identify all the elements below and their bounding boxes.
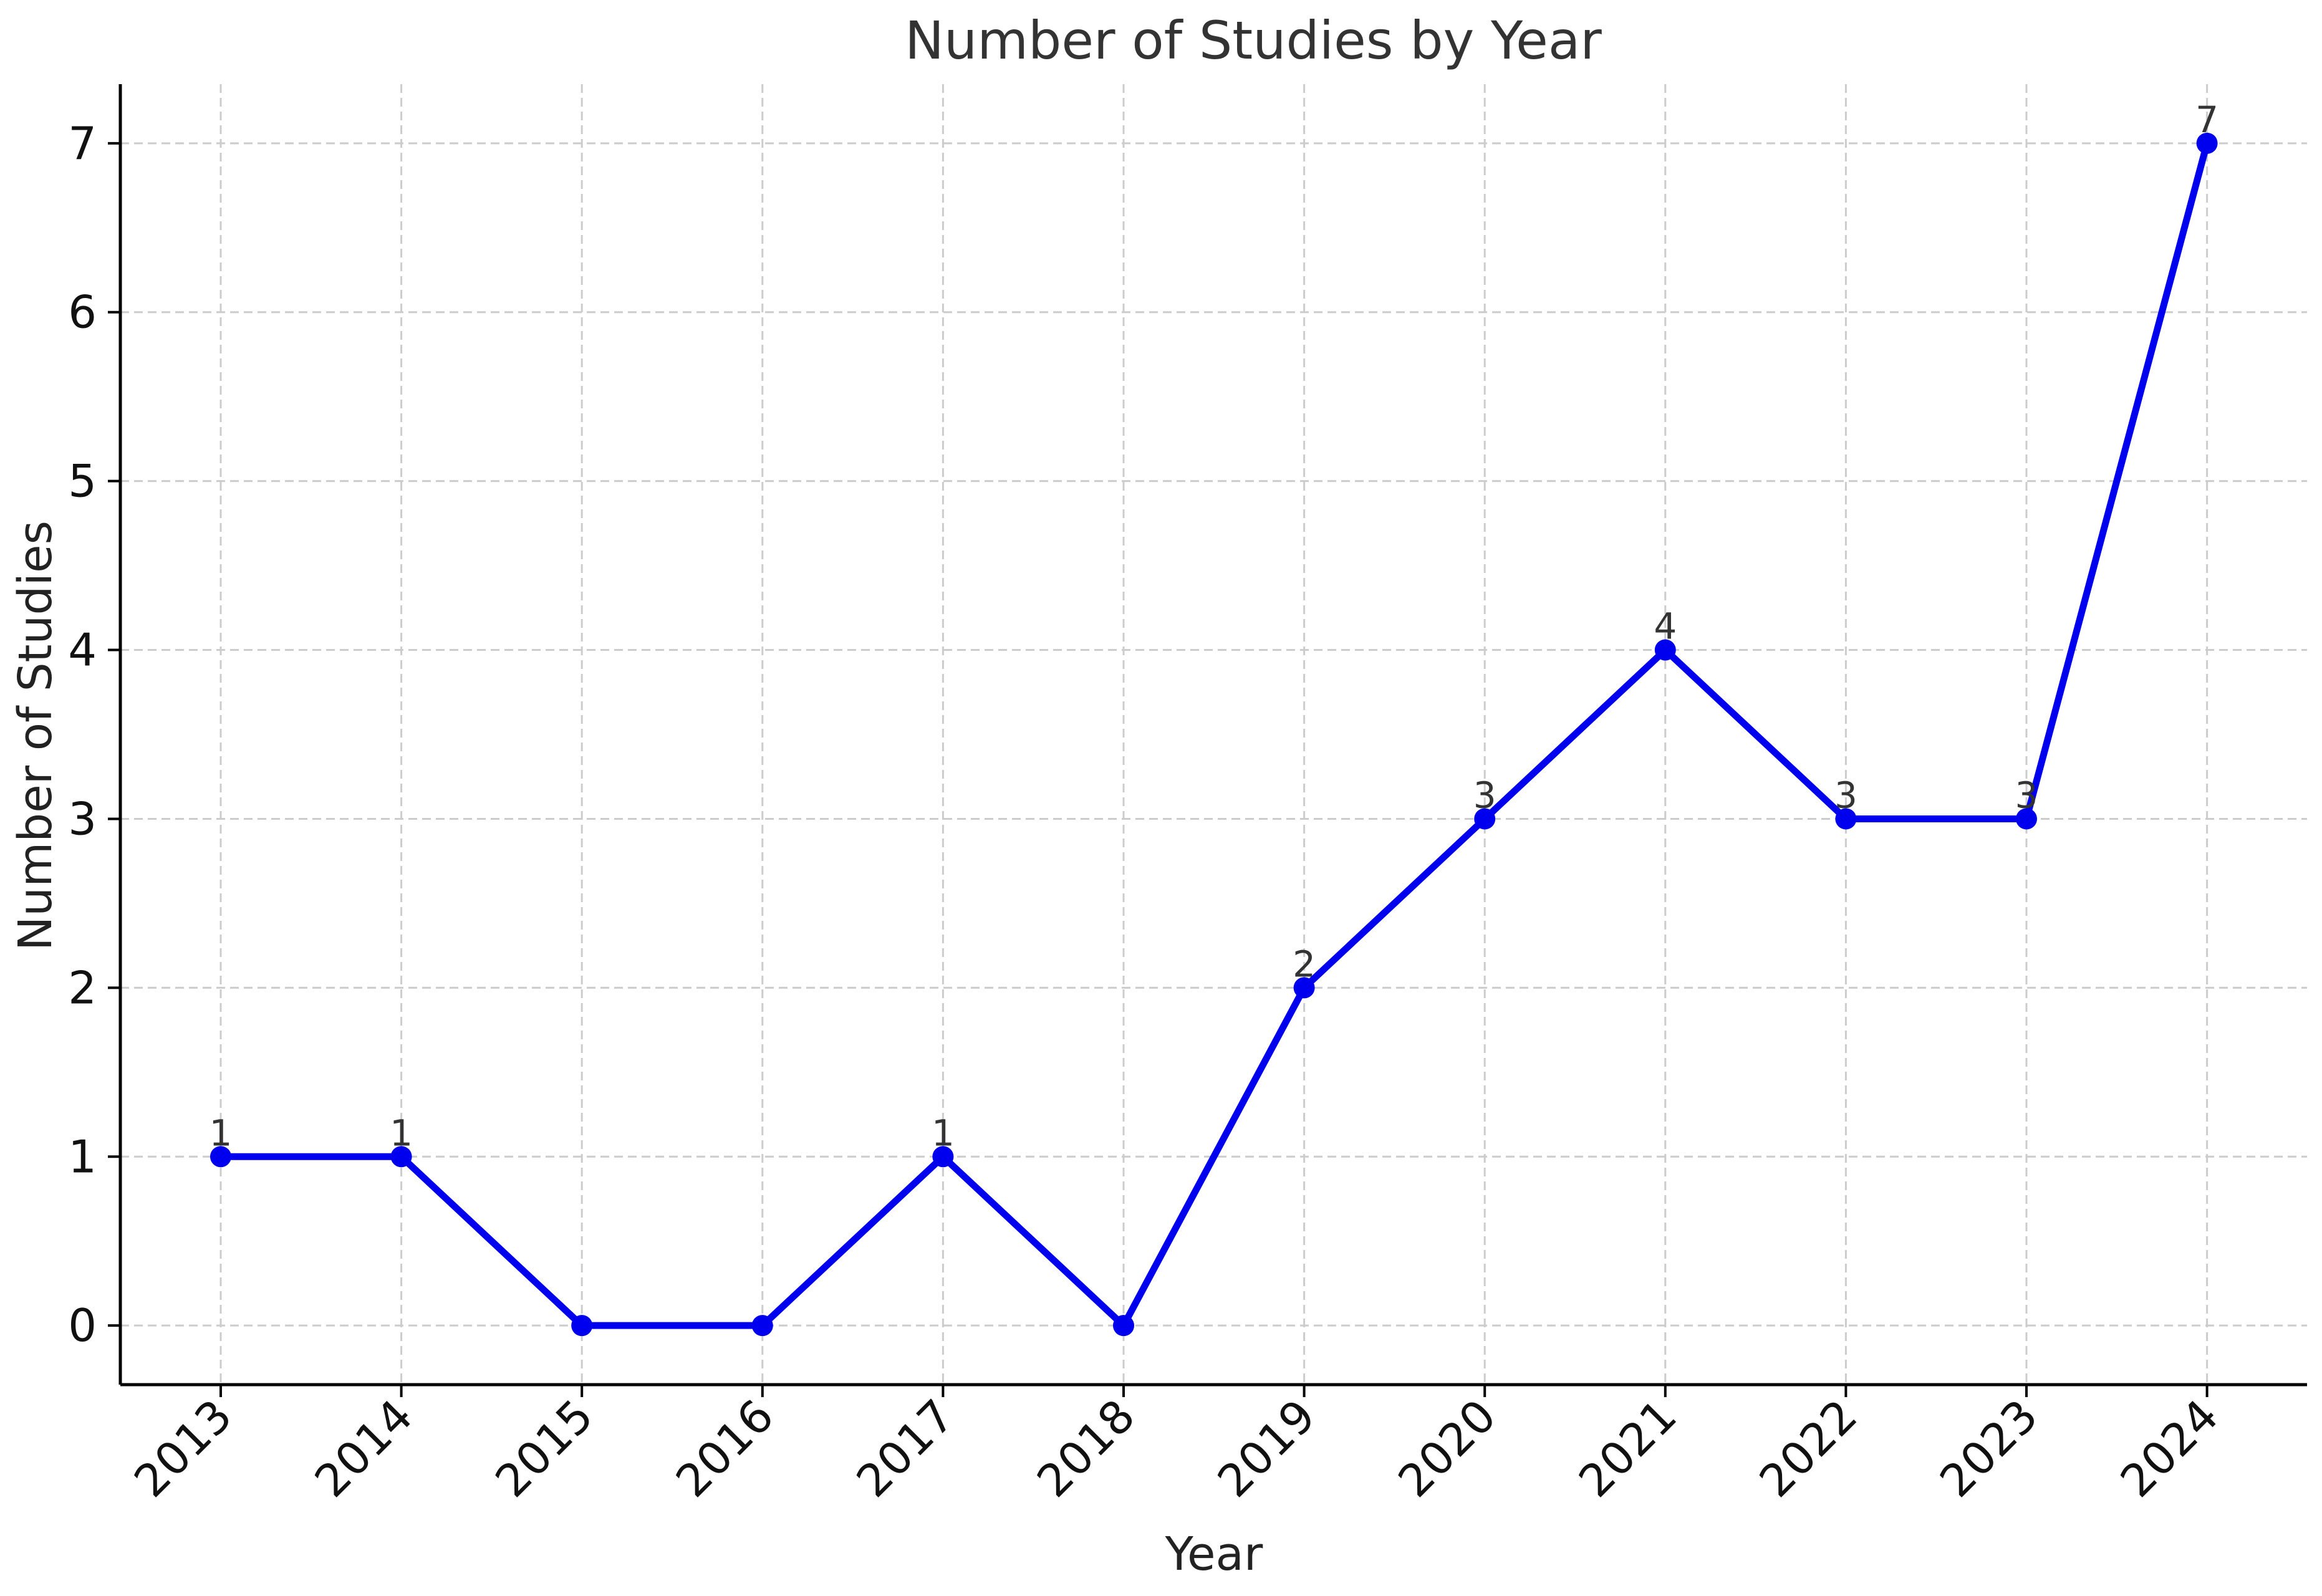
data-point	[571, 1315, 593, 1337]
y-tick-label: 6	[68, 286, 97, 339]
x-tick-label: 2016	[666, 1390, 784, 1507]
data-point	[210, 1146, 231, 1168]
y-tick-label: 2	[68, 961, 97, 1014]
data-point	[1474, 808, 1496, 830]
x-tick-label: 2021	[1569, 1390, 1687, 1507]
x-tick-label: 2023	[1930, 1390, 2048, 1507]
data-point	[2196, 132, 2218, 154]
data-label: 3	[1473, 774, 1496, 816]
data-label: 1	[390, 1112, 413, 1154]
data-label: 4	[1654, 605, 1677, 648]
y-tick-label: 5	[68, 455, 97, 507]
x-tick-label: 2014	[305, 1390, 423, 1507]
x-tick-label: 2024	[2111, 1390, 2228, 1507]
y-tick-label: 0	[68, 1299, 97, 1352]
axes-spines	[118, 84, 2307, 1387]
x-tick-label: 2015	[485, 1390, 603, 1507]
grid-lines	[120, 84, 2307, 1385]
data-point	[932, 1146, 954, 1168]
data-label: 1	[210, 1112, 233, 1154]
data-point	[1835, 808, 1857, 830]
series-group	[210, 132, 2218, 1337]
x-tick-label: 2018	[1027, 1390, 1145, 1507]
y-tick-label: 1	[68, 1130, 97, 1183]
data-point	[1293, 977, 1315, 999]
y-tick-label: 7	[68, 117, 97, 170]
data-label: 7	[2195, 99, 2218, 141]
x-tick-label: 2017	[846, 1390, 964, 1507]
data-labels: 1 1 1 2 3 4 3 3 7	[210, 99, 2219, 1154]
data-label: 3	[1834, 774, 1857, 816]
data-point	[751, 1315, 773, 1337]
x-axis-label: Year	[1165, 1527, 1263, 1581]
data-point	[390, 1146, 412, 1168]
data-point	[1654, 639, 1676, 661]
y-axis-ticks: 0 1 2 3 4 5 6 7	[68, 117, 120, 1352]
x-tick-label: 2022	[1749, 1390, 1867, 1507]
x-axis-ticks: 2013 2014 2015 2016 2017 2018 2019 2020 2021 2022…	[124, 1385, 2228, 1507]
data-point	[1113, 1315, 1134, 1337]
data-label: 1	[932, 1112, 955, 1154]
x-tick-label: 2019	[1208, 1390, 1326, 1507]
x-tick-label: 2013	[124, 1390, 242, 1507]
data-label: 3	[2015, 774, 2038, 816]
y-tick-label: 4	[68, 624, 97, 676]
data-point	[2016, 808, 2037, 830]
chart-title: Number of Studies by Year	[905, 10, 1602, 71]
x-tick-label: 2020	[1388, 1390, 1506, 1507]
series-line	[217, 140, 2211, 1329]
data-label: 2	[1293, 943, 1316, 985]
y-axis-label: Number of Studies	[9, 521, 62, 951]
y-tick-label: 3	[68, 792, 97, 845]
